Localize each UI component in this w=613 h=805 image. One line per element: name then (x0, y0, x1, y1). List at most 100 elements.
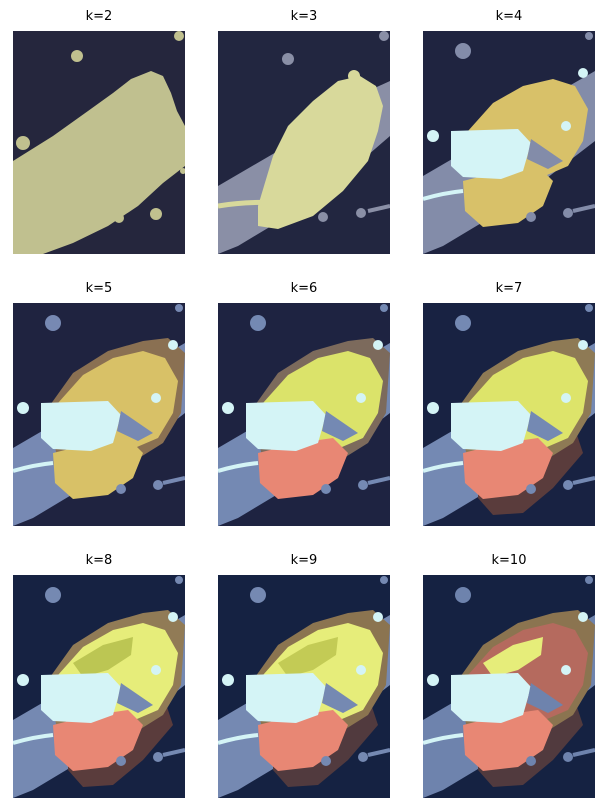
strap-line (572, 204, 595, 213)
strap-line (367, 748, 390, 757)
dot (373, 612, 383, 622)
quantized-image (423, 31, 595, 254)
strap-region (527, 139, 563, 169)
panel-title: k=6 (290, 281, 318, 296)
face-region (258, 438, 348, 499)
dot (348, 70, 360, 82)
dot (151, 665, 161, 675)
strap-region (117, 683, 153, 713)
strap-line (218, 461, 259, 473)
strap-line (162, 476, 185, 485)
dot (358, 752, 368, 762)
dot (318, 212, 328, 222)
panel-title: k=9 (290, 553, 318, 568)
dot (455, 587, 471, 603)
quantized-image (423, 303, 595, 526)
subject-region (13, 71, 185, 254)
dot (455, 43, 471, 59)
dot (561, 121, 571, 131)
goggles-region (451, 129, 531, 179)
dot (561, 393, 571, 403)
dot (379, 31, 389, 41)
dot (175, 576, 183, 584)
face-region (53, 438, 143, 499)
dot (151, 393, 161, 403)
strap-line (367, 204, 390, 213)
strap-region (322, 683, 358, 713)
dot (175, 304, 183, 312)
dot (282, 53, 294, 65)
strap-line (572, 748, 595, 757)
panel-title: k=7 (495, 281, 523, 296)
panel-title: k=3 (290, 9, 318, 24)
dot (45, 587, 61, 603)
panel-title: k=4 (495, 9, 523, 24)
dot (526, 212, 536, 222)
dot (455, 315, 471, 331)
strap-region (527, 683, 563, 713)
dot (585, 304, 593, 312)
face-region (463, 710, 553, 771)
panel-title: k=10 (491, 553, 527, 568)
dot (116, 756, 126, 766)
dot (563, 208, 573, 218)
dot (153, 752, 163, 762)
dot (168, 340, 178, 350)
panel-title: k=8 (85, 553, 113, 568)
strap-line (367, 476, 390, 485)
dot (222, 402, 234, 414)
dot (153, 480, 163, 490)
quantized-image (13, 303, 185, 526)
dot (17, 674, 29, 686)
strap-line (423, 461, 464, 473)
subject-region (258, 76, 383, 229)
dot (321, 756, 331, 766)
shade-region (278, 637, 338, 677)
strap-line (218, 733, 259, 745)
goggles-region (41, 401, 121, 451)
dot (380, 304, 388, 312)
quantized-image (218, 31, 390, 254)
strap-line (13, 461, 54, 473)
dot (356, 393, 366, 403)
face-region (53, 710, 143, 771)
dot (116, 484, 126, 494)
dot (356, 208, 366, 218)
strap-region (322, 411, 358, 441)
strap-line (218, 199, 279, 209)
dot (174, 31, 184, 41)
dot (585, 32, 593, 40)
shade-region (73, 637, 133, 677)
shade-region (483, 637, 543, 677)
dot (563, 752, 573, 762)
dot (150, 208, 162, 220)
dot (321, 484, 331, 494)
panel-title: k=5 (85, 281, 113, 296)
face-region (463, 166, 553, 227)
dot (16, 136, 30, 150)
dot (17, 402, 29, 414)
dot (250, 587, 266, 603)
face-region (463, 438, 553, 499)
dot (561, 665, 571, 675)
dot (526, 756, 536, 766)
strap-region (117, 411, 153, 441)
dot (578, 340, 588, 350)
dot (427, 402, 439, 414)
strap-line (572, 476, 595, 485)
dot (114, 213, 124, 223)
dot (356, 665, 366, 675)
strap-line (423, 733, 464, 745)
dot (380, 576, 388, 584)
dot (585, 576, 593, 584)
quantized-image (423, 575, 595, 798)
goggles-region (246, 673, 326, 723)
quantized-image (218, 303, 390, 526)
strap-region (527, 411, 563, 441)
dot (578, 68, 588, 78)
strap-line (423, 189, 464, 201)
quantized-image (218, 575, 390, 798)
dot (45, 315, 61, 331)
quantized-image (13, 31, 185, 254)
dot (373, 340, 383, 350)
